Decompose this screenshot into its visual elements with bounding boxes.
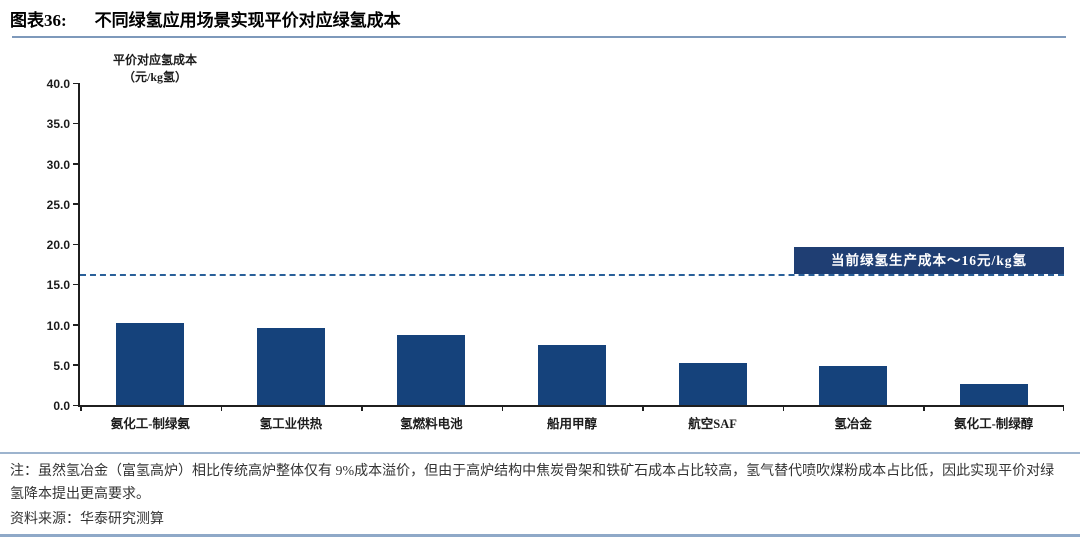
y-tick-mark	[73, 364, 78, 366]
y-tick-mark	[73, 324, 78, 326]
y-tick-mark	[73, 243, 78, 245]
x-category-label: 氨化工-制绿醇	[954, 417, 1034, 431]
bar-船用甲醇	[538, 345, 606, 405]
y-axis-title-line1: 平价对应氢成本	[112, 53, 197, 67]
bar-氢燃料电池	[397, 334, 466, 405]
x-category-label: 航空SAF	[688, 417, 737, 431]
x-tick-mark	[361, 405, 363, 411]
y-tick-label: 15.0	[46, 278, 70, 293]
x-tick-mark	[80, 405, 82, 411]
x-tick-mark	[782, 405, 785, 411]
bar-氢冶金	[819, 365, 888, 405]
threshold-annotation: 当前绿氢生产成本～16元/kg氢	[794, 247, 1064, 275]
figure-title: 不同绿氢应用场景实现平价对应绿氢成本	[94, 11, 401, 30]
x-tick-mark	[923, 405, 925, 411]
y-tick-label: 0.0	[53, 399, 70, 413]
bar-氢工业供热	[256, 327, 325, 405]
y-tick-label: 40.0	[46, 77, 70, 91]
y-tick-label: 20.0	[46, 238, 70, 252]
y-tick-mark	[73, 122, 78, 125]
y-tick-mark	[73, 203, 78, 205]
y-tick-label: 5.0	[53, 358, 70, 373]
threshold-line	[80, 274, 1064, 277]
y-tick-mark	[73, 404, 78, 406]
x-tick-mark	[1062, 405, 1064, 411]
y-tick-label: 35.0	[46, 117, 70, 132]
x-tick-mark	[642, 405, 644, 411]
x-category-label: 氢燃料电池	[400, 417, 463, 431]
bar-氨化工-制绿氨	[116, 322, 185, 405]
bar-chart: 平价对应氢成本 （元/kg氢） 0.0 5.0 10.0 15.0 20.0 25.0 30…	[0, 38, 1080, 456]
x-tick-mark	[501, 405, 504, 411]
bottom-rule	[0, 534, 1080, 537]
y-axis-labels: 0.0 5.0 10.0 15.0 20.0 25.0 30.0 35.0 40.0	[0, 77, 70, 413]
y-axis-title-line2: （元/kg氢）	[122, 70, 187, 85]
y-tick-label: 25.0	[46, 197, 70, 212]
x-category-label: 船用甲醇	[546, 417, 597, 431]
title-underline-rule	[12, 36, 1066, 38]
y-tick-label: 30.0	[46, 157, 70, 172]
y-axis-title: 平价对应氢成本 （元/kg氢）	[80, 52, 230, 87]
figure-number: 图表36:	[10, 11, 67, 30]
y-tick-mark	[73, 82, 78, 84]
x-category-label: 氢工业供热	[259, 417, 323, 431]
x-tick-mark	[220, 405, 223, 411]
y-tick-mark	[73, 283, 78, 286]
figure-source: 资料来源：华泰研究测算	[10, 512, 164, 528]
figure-note: 注：虽然氢冶金（富氢高炉）相比传统高炉整体仅有 9%成本溢价，但由于高炉结构中焦…	[10, 464, 1055, 502]
figure-footer: 注：虽然氢冶金（富氢高炉）相比传统高炉整体仅有 9%成本溢价，但由于高炉结构中焦…	[0, 452, 1080, 537]
plot-area: 当前绿氢生产成本～16元/kg氢 氨化工-制绿氨 氢工业供热 氢燃料电池 船用甲醇 航空…	[73, 82, 1064, 431]
bar-氨化工-制绿醇	[959, 384, 1028, 405]
figure-header: 图表36: 不同绿氢应用场景实现平价对应绿氢成本	[0, 0, 1080, 38]
x-category-label: 氨化工-制绿氨	[110, 417, 190, 431]
figure-title-row: 图表36: 不同绿氢应用场景实现平价对应绿氢成本	[10, 6, 1068, 31]
y-tick-mark	[73, 163, 78, 165]
bar-航空SAF	[678, 363, 747, 405]
x-category-label: 氢冶金	[834, 417, 872, 431]
y-tick-label: 10.0	[46, 318, 70, 333]
